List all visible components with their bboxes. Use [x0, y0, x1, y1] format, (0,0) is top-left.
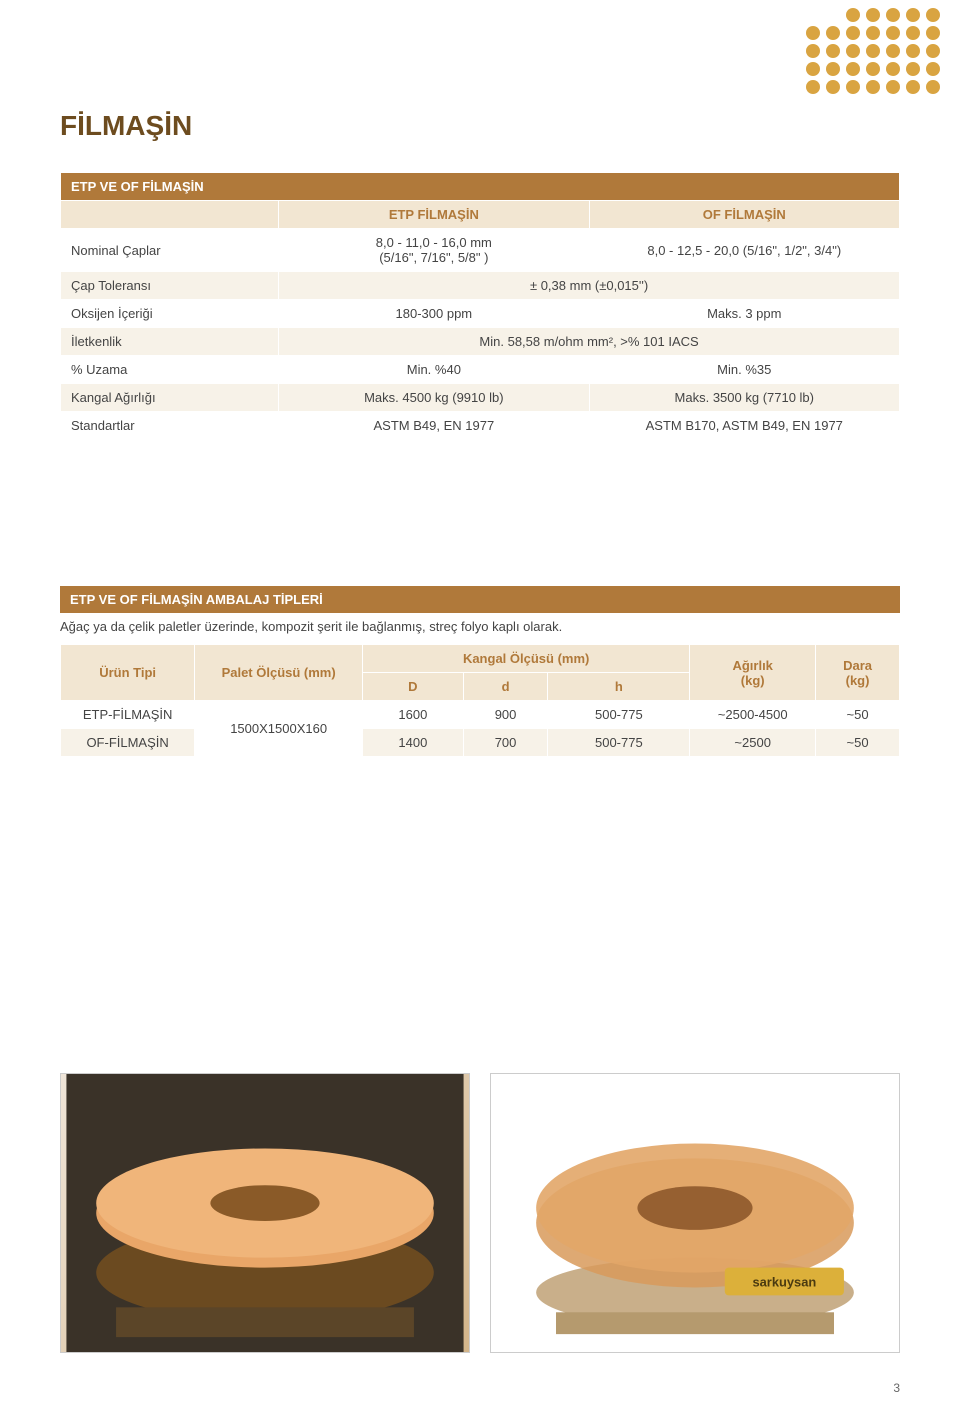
pkg-weight: ~2500 [690, 729, 816, 757]
spec-row-val: Maks. 3500 kg (7710 lb) [589, 384, 899, 412]
pkg-col-kangal: Kangal Ölçüsü (mm) [363, 645, 690, 673]
spec-row-label: Çap Toleransı [61, 272, 279, 300]
spec-row-val: Min. %40 [279, 356, 589, 384]
spec-row-val: 8,0 - 11,0 - 16,0 mm (5/16", 7/16", 5/8"… [279, 229, 589, 272]
pkg-type: ETP-FİLMAŞİN [61, 701, 195, 729]
pkg-weight: ~2500-4500 [690, 701, 816, 729]
wrapped-coil-icon: sarkuysan [491, 1074, 899, 1352]
pkg-palet: 1500X1500X160 [195, 701, 363, 757]
pkg-col-dara: Dara (kg) [816, 645, 900, 701]
spec-table: ETP VE OF FİLMAŞİN ETP FİLMAŞİN OF FİLMA… [60, 172, 900, 440]
pkg-col-palet: Palet Ölçüsü (mm) [195, 645, 363, 701]
spec-row-val: ± 0,38 mm (±0,015'') [279, 272, 900, 300]
pkg-sub-h: h [548, 673, 690, 701]
pkg-col-agirlik: Ağırlık (kg) [690, 645, 816, 701]
copper-coil-icon [61, 1074, 469, 1352]
packaging-table: Ürün Tipi Palet Ölçüsü (mm) Kangal Ölçüs… [60, 644, 900, 757]
spec-row-label: İletkenlik [61, 328, 279, 356]
product-photos: sarkuysan [60, 1073, 900, 1353]
product-photo-right: sarkuysan [490, 1073, 900, 1353]
spec-row-val: ASTM B170, ASTM B49, EN 1977 [589, 412, 899, 440]
product-photo-left [60, 1073, 470, 1353]
spec-row-label: Oksijen İçeriği [61, 300, 279, 328]
pkg-d: 900 [463, 701, 548, 729]
spec-row-val: Maks. 3 ppm [589, 300, 899, 328]
spec-row-val: Min. %35 [589, 356, 899, 384]
page-title: FİLMAŞİN [60, 110, 900, 142]
spec-col-of: OF FİLMAŞİN [589, 201, 899, 229]
pkg-h: 500-775 [548, 701, 690, 729]
pkg-D: 1600 [363, 701, 464, 729]
spec-table-header: ETP VE OF FİLMAŞİN [61, 173, 900, 201]
spec-row-val: 180-300 ppm [279, 300, 589, 328]
pkg-sub-d: d [463, 673, 548, 701]
pkg-sub-D: D [363, 673, 464, 701]
spec-row-val: 8,0 - 12,5 - 20,0 (5/16", 1/2", 3/4") [589, 229, 899, 272]
pkg-tare: ~50 [816, 701, 900, 729]
svg-text:sarkuysan: sarkuysan [752, 1274, 816, 1289]
spec-col-etp: ETP FİLMAŞİN [279, 201, 589, 229]
pkg-col-uruntipi: Ürün Tipi [61, 645, 195, 701]
page-number: 3 [893, 1381, 900, 1395]
packaging-table-header: ETP VE OF FİLMAŞİN AMBALAJ TİPLERİ [60, 586, 900, 613]
spec-row-label: % Uzama [61, 356, 279, 384]
spec-row-label: Nominal Çaplar [61, 229, 279, 272]
spec-row-label: Kangal Ağırlığı [61, 384, 279, 412]
pkg-type: OF-FİLMAŞİN [61, 729, 195, 757]
spec-row-val: Maks. 4500 kg (9910 lb) [279, 384, 589, 412]
decor-dots [806, 8, 940, 98]
pkg-d: 700 [463, 729, 548, 757]
spec-col-empty [61, 201, 279, 229]
pkg-D: 1400 [363, 729, 464, 757]
spec-row-val: Min. 58,58 m/ohm mm², >% 101 IACS [279, 328, 900, 356]
spec-row-label: Standartlar [61, 412, 279, 440]
pkg-tare: ~50 [816, 729, 900, 757]
pkg-h: 500-775 [548, 729, 690, 757]
packaging-description: Ağaç ya da çelik paletler üzerinde, komp… [60, 613, 900, 644]
spec-row-val: ASTM B49, EN 1977 [279, 412, 589, 440]
